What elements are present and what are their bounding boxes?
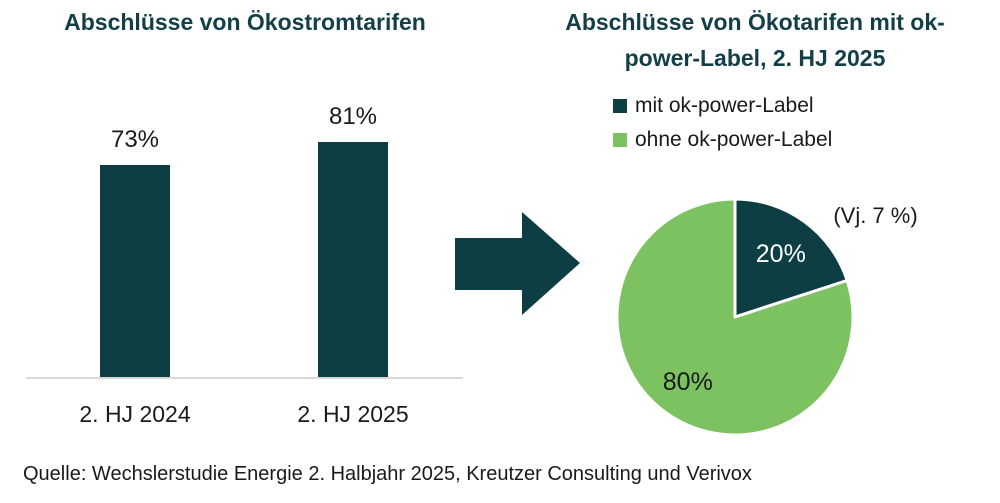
pie-chart-title: Abschlüsse von Ökotarifen mit ok- power-… <box>505 4 1000 76</box>
legend-label-ohne: ohne ok-power-Label <box>635 127 833 151</box>
pie-chart-title-line2: power-Label, 2. HJ 2025 <box>624 45 886 71</box>
pie-slice-0 <box>733 197 849 319</box>
pie-annotation-previous-year: (Vj. 7 %) <box>833 203 918 228</box>
x-axis-line <box>26 377 463 379</box>
legend-label-mit: mit ok-power-Label <box>635 93 814 117</box>
arrow-right-icon <box>455 212 580 315</box>
bar-category-label-2hj2024: 2. HJ 2024 <box>79 401 191 427</box>
bar-value-label: 81% <box>328 103 378 130</box>
pie-slice-label-1: 80% <box>663 368 713 396</box>
bar-group-2hj2025: 81% <box>273 0 433 377</box>
bar-2hj2024 <box>100 165 170 377</box>
pie-chart: 20% 80% <box>615 197 855 437</box>
bar-category-label-2hj2025: 2. HJ 2025 <box>297 401 409 427</box>
legend-item-mit: mit ok-power-Label <box>613 92 832 119</box>
bar-2hj2025 <box>318 142 388 377</box>
bar-value-label: 73% <box>110 126 160 153</box>
pie-slice-1 <box>615 197 855 437</box>
pie-chart-title-line1: Abschlüsse von Ökotarifen mit ok- <box>565 9 945 35</box>
pie-slice-label-0: 20% <box>756 240 806 268</box>
legend-swatch-ohne-icon <box>613 132 627 147</box>
bar-group-2hj2024: 73% <box>55 0 215 377</box>
pie-legend: mit ok-power-Label ohne ok-power-Label <box>613 92 832 160</box>
source-note: Quelle: Wechslerstudie Energie 2. Halbja… <box>23 463 752 485</box>
legend-swatch-mit-icon <box>613 98 627 113</box>
legend-item-ohne: ohne ok-power-Label <box>613 126 832 153</box>
bar-chart-title: Abschlüsse von Ökostromtarifen <box>64 9 426 35</box>
